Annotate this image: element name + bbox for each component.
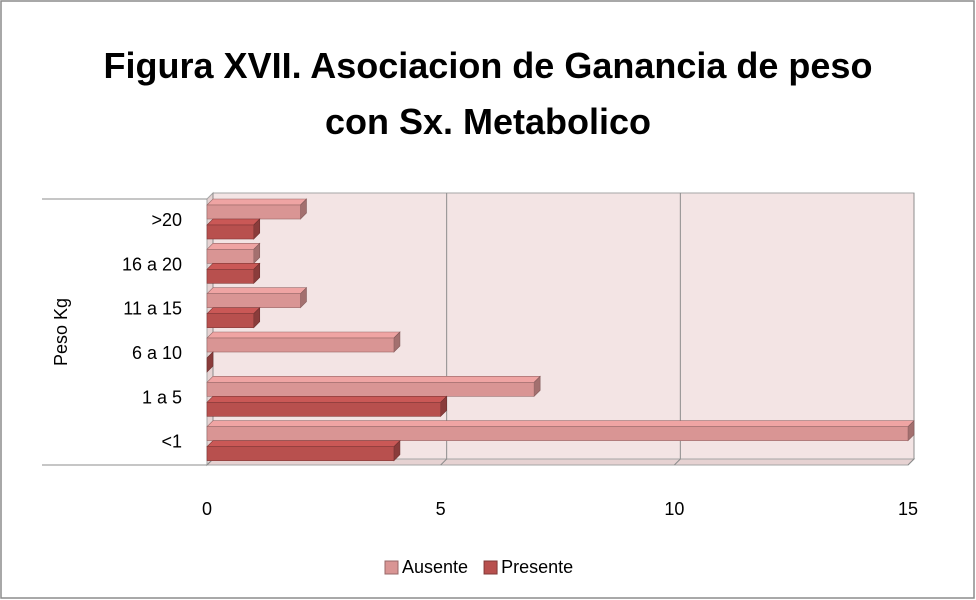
bar — [206, 249, 255, 264]
bar-end — [206, 351, 214, 373]
y-axis-label: Peso Kg — [51, 298, 71, 366]
bar — [206, 293, 301, 308]
legend-swatch — [483, 560, 498, 575]
bar-top — [206, 420, 915, 427]
x-tick-label: 15 — [898, 499, 918, 519]
bar — [206, 426, 909, 441]
y-tick-label: 11 a 15 — [123, 299, 182, 319]
grid-line — [440, 193, 448, 466]
bar-top — [206, 243, 261, 250]
bar-top — [206, 218, 261, 226]
legend-label: Presente — [501, 557, 573, 577]
legend-label: Ausente — [402, 557, 468, 577]
back-wall — [212, 192, 915, 460]
bar — [206, 446, 395, 461]
x-tick-label: 0 — [202, 499, 212, 519]
bar — [206, 313, 255, 328]
bar-top — [206, 263, 261, 270]
bar — [206, 224, 255, 240]
y-tick-label: 1 a 5 — [142, 387, 182, 407]
bar-top — [206, 307, 261, 314]
bar-top — [206, 376, 541, 383]
chart-title: Figura XVII. Asociacion de Ganancia de p… — [103, 45, 873, 142]
grid-line — [673, 193, 681, 466]
y-tick-label: 16 a 20 — [122, 254, 182, 274]
grid-line — [907, 193, 915, 466]
x-tick-label: 10 — [664, 499, 684, 519]
bar-top — [206, 396, 448, 403]
bar-top — [206, 440, 401, 447]
legend-swatch — [384, 560, 399, 575]
y-tick-label: >20 — [151, 210, 182, 230]
bar — [206, 204, 301, 220]
bar — [206, 337, 395, 353]
y-tick-label: <1 — [161, 432, 182, 452]
bar — [206, 382, 535, 397]
bar — [206, 269, 255, 284]
x-tick-label: 5 — [436, 499, 446, 519]
bar-top — [206, 287, 308, 294]
bar-top — [206, 198, 308, 206]
y-tick-label: 6 a 10 — [132, 343, 182, 363]
bar — [206, 402, 441, 417]
bar-top — [206, 331, 401, 339]
